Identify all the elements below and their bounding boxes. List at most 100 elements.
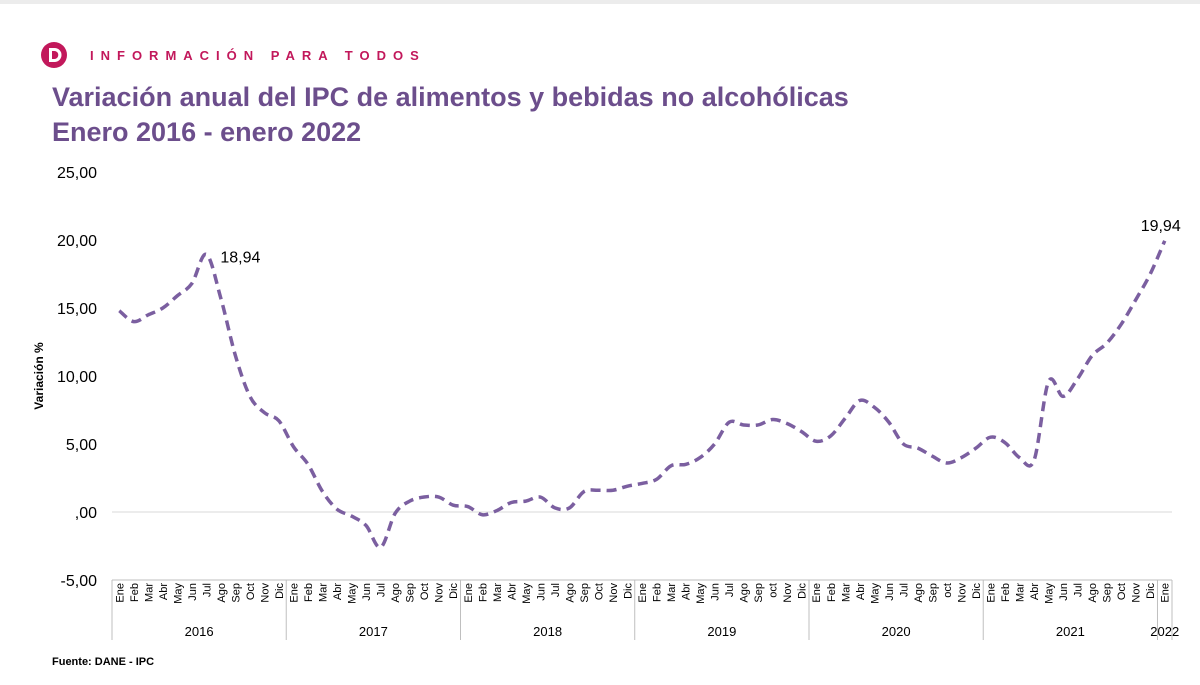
x-tick-label: Ene (985, 583, 997, 603)
x-tick-label: Sep (230, 583, 242, 603)
dane-logo-icon (41, 42, 67, 68)
x-tick-label: Ago (216, 583, 228, 603)
y-tick-label: 20,00 (57, 233, 97, 250)
x-tick-label: Dic (448, 583, 460, 599)
x-tick-label: Ago (564, 583, 576, 603)
x-tick-label: Dic (274, 583, 286, 599)
y-tick-label: 5,00 (66, 437, 97, 454)
x-tick-label: Feb (303, 583, 315, 602)
y-tick-label: 10,00 (57, 369, 97, 386)
x-tick-label: Jun (187, 583, 199, 601)
brand-header: INFORMACIÓN PARA TODOS (40, 40, 426, 70)
x-tick-label: May (347, 583, 359, 604)
year-label: 2022 (1150, 624, 1179, 639)
x-tick-label: Feb (652, 583, 664, 602)
brand-tagline: INFORMACIÓN PARA TODOS (90, 47, 426, 63)
chart-title-line-2: Enero 2016 - enero 2022 (52, 117, 362, 147)
x-tick-label: Mar (492, 583, 504, 602)
x-tick-label: Oct (1116, 583, 1128, 600)
x-tick-label: Nov (956, 583, 968, 603)
x-tick-label: Abr (855, 583, 867, 600)
x-tick-label: Ago (739, 583, 751, 603)
x-tick-label: oct (942, 583, 954, 598)
x-tick-label: Mar (840, 583, 852, 602)
x-tick-label: Jun (884, 583, 896, 601)
x-tick-label: Jun (710, 583, 722, 601)
x-tick-label: Dic (971, 583, 983, 599)
x-tick-label: Mar (1015, 583, 1027, 602)
series-line (118, 240, 1167, 550)
y-tick-label: 15,00 (57, 301, 97, 318)
top-divider (0, 0, 1200, 4)
x-tick-label: May (1044, 583, 1056, 604)
data-label: 19,94 (1141, 218, 1181, 235)
x-tick-label: Mar (318, 583, 330, 602)
source-note: Fuente: DANE - IPC (52, 656, 155, 668)
chart-title-line-1: Variación anual del IPC de alimentos y b… (52, 82, 849, 112)
x-tick-label: Abr (681, 583, 693, 600)
x-tick-label: Ago (1087, 583, 1099, 603)
year-label: 2016 (185, 624, 214, 639)
x-tick-label: Jul (724, 583, 736, 597)
year-label: 2018 (533, 624, 562, 639)
x-tick-label: Mar (666, 583, 678, 602)
x-tick-label: Nov (1131, 583, 1143, 603)
x-tick-label: Nov (434, 583, 446, 603)
x-tick-label: Oct (419, 583, 431, 600)
x-tick-label: Mar (143, 583, 155, 602)
x-tick-label: Abr (158, 583, 170, 600)
x-tick-label: Ene (114, 583, 126, 603)
x-tick-label: Abr (332, 583, 344, 600)
year-label: 2019 (707, 624, 736, 639)
year-label: 2020 (882, 624, 911, 639)
x-tick-label: Oct (245, 583, 257, 600)
x-tick-label: Ene (289, 583, 301, 603)
x-tick-label: Dic (622, 583, 634, 599)
x-tick-label: Sep (405, 583, 417, 603)
x-tick-label: May (695, 583, 707, 604)
x-tick-label: Ago (390, 583, 402, 603)
x-tick-label: Dic (1145, 583, 1157, 599)
x-tick-label: Jul (376, 583, 388, 597)
x-tick-label: Feb (129, 583, 141, 602)
x-tick-label: Jul (550, 583, 562, 597)
x-tick-label: May (521, 583, 533, 604)
x-tick-label: Jun (1058, 583, 1070, 601)
x-tick-label: Ene (463, 583, 475, 603)
x-tick-label: Dic (797, 583, 809, 599)
x-tick-label: Feb (826, 583, 838, 602)
x-tick-label: Jul (201, 583, 213, 597)
x-tick-label: Sep (1102, 583, 1114, 603)
x-tick-label: Abr (1029, 583, 1041, 600)
x-tick-label: Ago (913, 583, 925, 603)
x-tick-label: Ene (811, 583, 823, 603)
data-label: 18,94 (220, 249, 260, 266)
x-tick-label: Feb (1000, 583, 1012, 602)
chart-title: Variación anual del IPC de alimentos y b… (52, 80, 849, 150)
x-tick-label: Jul (1073, 583, 1085, 597)
x-tick-label: oct (768, 583, 780, 598)
x-tick-label: Jun (535, 583, 547, 601)
x-tick-label: Feb (477, 583, 489, 602)
x-tick-label: Nov (782, 583, 794, 603)
y-axis-label: Variación % (32, 342, 46, 410)
x-tick-label: Abr (506, 583, 518, 600)
y-tick-label: ,00 (75, 505, 97, 522)
x-tick-label: Nov (259, 583, 271, 603)
x-tick-label: Ene (1160, 583, 1172, 603)
x-tick-label: Sep (753, 583, 765, 603)
year-label: 2021 (1056, 624, 1085, 639)
x-tick-label: May (172, 583, 184, 604)
x-tick-label: Jun (361, 583, 373, 601)
x-tick-label: Nov (608, 583, 620, 603)
y-tick-label: 25,00 (57, 165, 97, 182)
x-tick-label: Oct (593, 583, 605, 600)
x-tick-label: May (869, 583, 881, 604)
y-tick-label: -5,00 (61, 573, 98, 590)
x-tick-label: Jul (898, 583, 910, 597)
x-tick-label: Sep (579, 583, 591, 603)
x-tick-label: Sep (927, 583, 939, 603)
x-tick-label: Ene (637, 583, 649, 603)
year-label: 2017 (359, 624, 388, 639)
